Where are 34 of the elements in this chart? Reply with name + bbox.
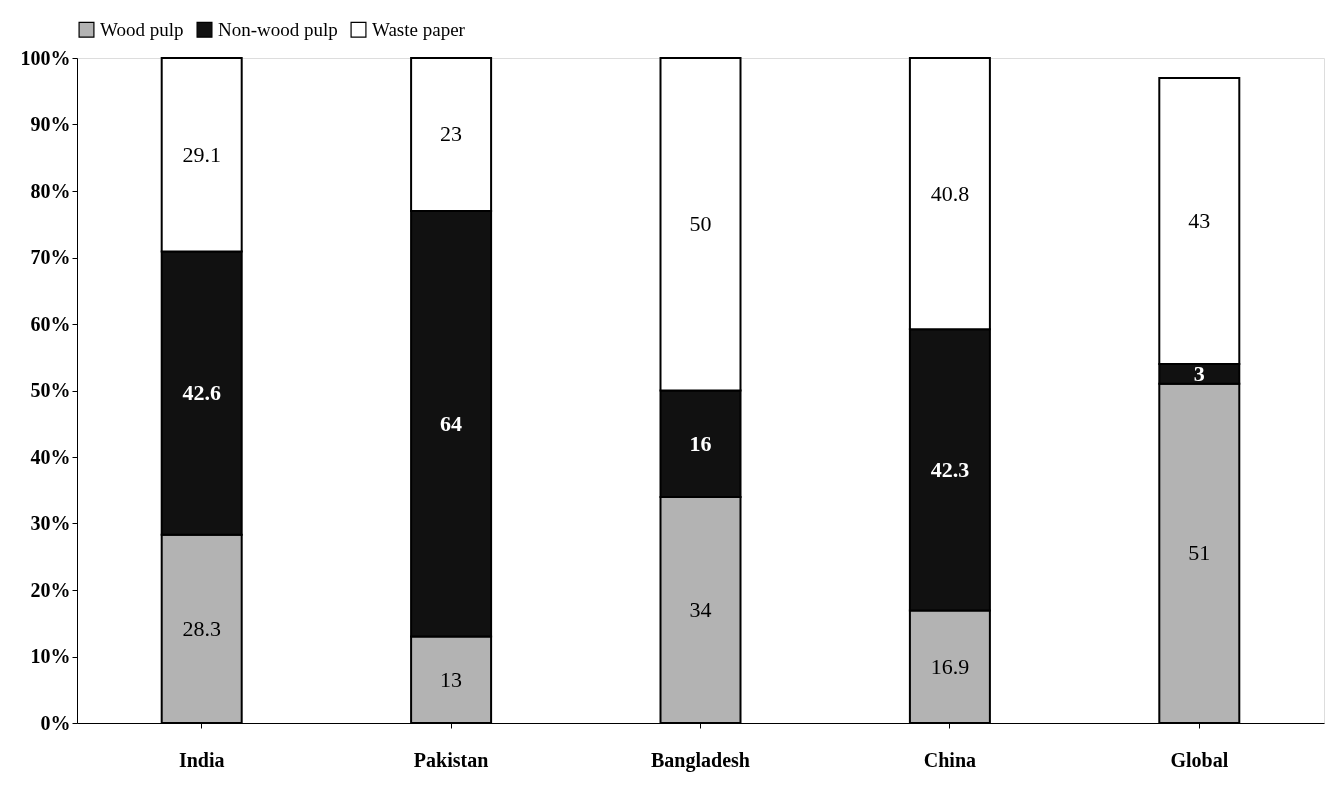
data-label: 3 (1193, 360, 1205, 386)
x-tick-label: Bangladesh (651, 748, 750, 772)
y-tick-label: 60% (30, 312, 71, 335)
legend-label: Wood pulp (100, 18, 184, 40)
data-label: 50 (689, 211, 712, 237)
y-tick-label: 90% (30, 113, 71, 135)
legend-label: Waste paper (372, 18, 466, 40)
legend-label: Non-wood pulp (218, 18, 338, 40)
x-tick-label: China (923, 748, 977, 771)
y-tick-label: 100% (20, 46, 71, 69)
x-tick-label: Pakistan (413, 748, 489, 771)
data-label: 28.3 (182, 615, 221, 641)
x-tick-label: India (178, 748, 225, 771)
data-label: 16 (689, 430, 712, 456)
data-label: 40.8 (930, 180, 970, 206)
y-tick-label: 30% (30, 512, 71, 534)
data-label: 16.9 (930, 653, 970, 679)
data-label: 29.1 (182, 141, 221, 167)
y-tick-label: 40% (30, 445, 71, 468)
y-tick-label: 80% (30, 179, 71, 202)
y-tick-label: 10% (30, 645, 71, 667)
y-tick-label: 70% (30, 246, 71, 268)
data-label: 42.3 (930, 456, 970, 482)
data-label: 13 (440, 666, 463, 692)
data-label: 23 (440, 121, 463, 147)
y-tick-label: 0% (40, 711, 71, 734)
y-tick-label: 50% (30, 379, 71, 401)
x-tick-label: Global (1170, 748, 1229, 771)
data-label: 42.6 (182, 380, 221, 406)
data-label: 51 (1188, 540, 1211, 566)
y-tick-label: 20% (30, 578, 71, 601)
data-label: 43 (1188, 207, 1211, 233)
data-label: 64 (440, 410, 463, 436)
data-label: 34 (689, 596, 712, 622)
